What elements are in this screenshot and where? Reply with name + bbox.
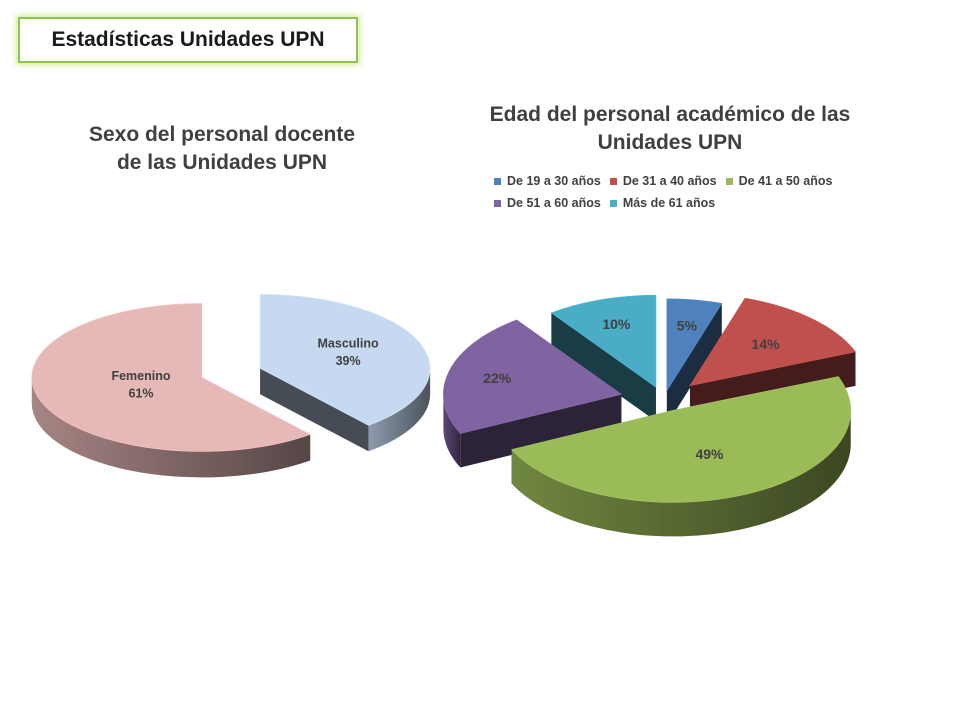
pie-slice-top-de-19-a-30-anos — [666, 298, 723, 392]
pie-slice-wall-masculino-1 — [260, 368, 369, 452]
pie-slice-side-de-41-a-50-anos-0 — [511, 410, 851, 537]
pie-slice-de-41-a-50-anos — [511, 376, 852, 537]
chart-title-sex-line-1: Sexo del personal docente — [88, 123, 356, 146]
chart-title-age-line-2: Unidades UPN — [597, 131, 743, 154]
pie-label-de-19-a-30-anos: 5% — [677, 317, 698, 333]
legend-swatch-41-50 — [725, 177, 733, 185]
legend-row-2: De 51 a 60 años Más de 61 años — [494, 192, 874, 214]
pie-label-name-masculino: Masculino — [318, 337, 379, 351]
pie-label-value-masculino: 39% — [336, 354, 361, 368]
pie-slice-wall-mas-de-61-anos-0 — [551, 312, 656, 422]
legend-swatch-61-plus — [609, 199, 617, 207]
pie-slice-wall-de-19-a-30-anos-1 — [666, 303, 722, 425]
legend-swatch-31-40 — [609, 177, 617, 185]
legend-item-61-plus: Más de 61 años — [609, 196, 716, 210]
pie-slice-masculino — [259, 293, 431, 452]
pie-slice-mas-de-61-anos — [550, 294, 657, 422]
chart-title-age-line-1: Edad del personal académico de las — [489, 103, 851, 126]
pie-label-mas-de-61-anos: 10% — [602, 316, 631, 332]
chart-title-sex: Sexo del personal docente de las Unidade… — [52, 121, 392, 177]
pie-label-de-31-a-40-anos: 14% — [752, 336, 781, 352]
pie-slice-femenino — [31, 303, 311, 478]
legend-swatch-51-60 — [494, 199, 501, 207]
slide-title: Estadísticas Unidades UPN — [18, 17, 358, 63]
pie-label-de-51-a-60-anos: 22% — [483, 370, 512, 386]
pie-label-value-femenino: 61% — [128, 387, 153, 401]
pie-label-femenino: Femenino 61% — [111, 369, 170, 401]
pie-slice-top-de-51-a-60-anos — [443, 319, 623, 434]
pie-label-name-femenino: Femenino — [111, 369, 170, 383]
pie-label-masculino: Masculino 39% — [318, 337, 379, 369]
legend-label-19-30: De 19 a 30 años — [507, 174, 601, 188]
legend-item-31-40: De 31 a 40 años — [609, 174, 717, 188]
pie-chart-age: 5% 14% 49% 22% 10% — [443, 294, 857, 537]
pie-label-de-41-a-50-anos: 49% — [695, 446, 724, 462]
pie-slice-de-19-a-30-anos — [666, 298, 723, 425]
legend-item-41-50: De 41 a 50 años — [725, 174, 833, 188]
legend-label-51-60: De 51 a 60 años — [507, 196, 601, 210]
pie-slice-top-femenino — [31, 303, 311, 452]
pie-slice-side-masculino-0 — [368, 368, 431, 452]
pie-slice-side-femenino-0 — [31, 377, 311, 478]
pie-slice-de-51-a-60-anos — [443, 319, 623, 468]
chart-title-age: Edad del personal académico de las Unida… — [470, 101, 870, 157]
legend-label-31-40: De 31 a 40 años — [622, 174, 717, 188]
pie-slice-top-de-41-a-50-anos — [511, 376, 852, 503]
legend-label-41-50: De 41 a 50 años — [738, 174, 833, 188]
legend-row-1: De 19 a 30 años De 31 a 40 años De 41 a … — [494, 170, 874, 192]
pie-slice-top-mas-de-61-anos — [550, 294, 657, 388]
legend-item-51-60: De 51 a 60 años — [494, 196, 601, 210]
pie-slice-top-de-31-a-40-anos — [689, 297, 857, 387]
pie-slice-top-masculino — [259, 293, 431, 426]
chart-title-sex-line-2: de las Unidades UPN — [116, 151, 328, 174]
legend-swatch-19-30 — [494, 177, 501, 185]
legend-label-61-plus: Más de 61 años — [622, 196, 716, 210]
pie-chart-sex: Masculino 39% Femenino 61% — [31, 293, 431, 478]
legend-item-19-30: De 19 a 30 años — [494, 174, 601, 188]
chart-legend-age: De 19 a 30 años De 31 a 40 años De 41 a … — [494, 170, 874, 214]
pie-slice-wall-de-51-a-60-anos-0 — [460, 394, 622, 468]
pie-slice-side-de-51-a-60-anos-0 — [443, 394, 461, 468]
